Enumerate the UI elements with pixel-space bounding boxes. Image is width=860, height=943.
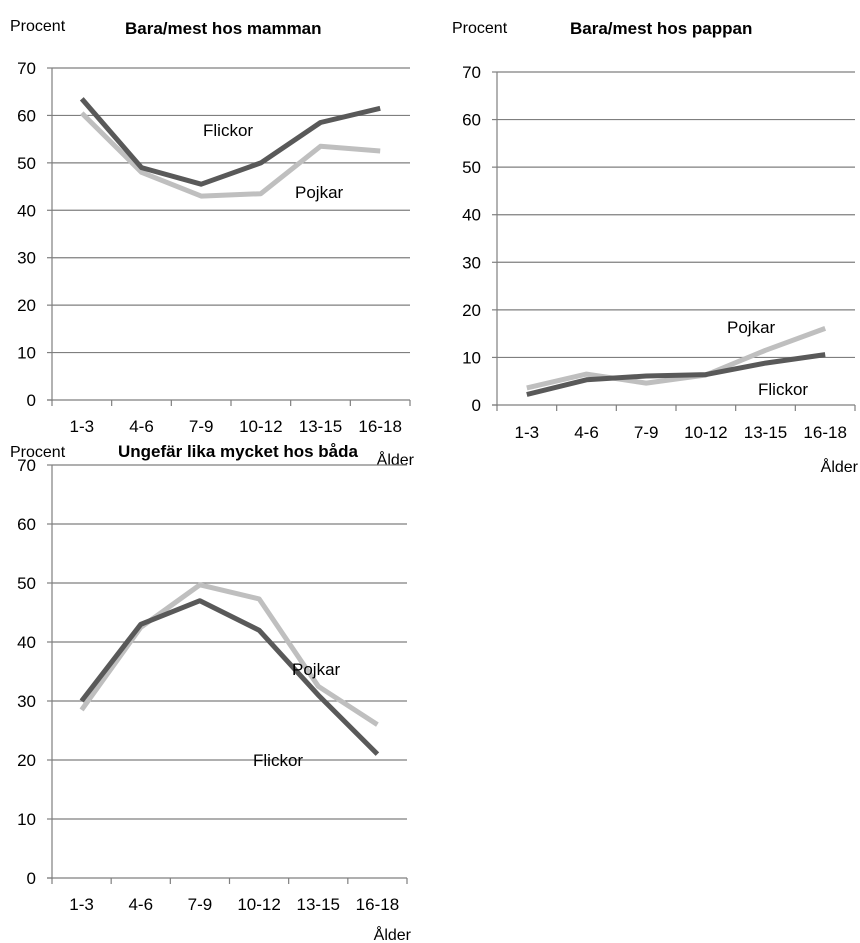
x-tick-label: 1-3 [70, 417, 95, 436]
series-label-flickor: Flickor [203, 121, 253, 140]
x-tick-label: 7-9 [188, 895, 213, 914]
chart-title-pappan: Bara/mest hos pappan [570, 19, 752, 38]
y-axis-label: Procent [10, 18, 66, 35]
y-tick-label: 70 [17, 59, 36, 78]
y-tick-label: 50 [462, 158, 481, 177]
y-tick-label: 10 [17, 810, 36, 829]
x-tick-label: 7-9 [634, 423, 659, 442]
y-axis-label: Procent [10, 444, 66, 461]
y-tick-label: 20 [462, 301, 481, 320]
y-tick-label: 0 [27, 391, 36, 410]
x-tick-label: 4-6 [129, 417, 154, 436]
y-tick-label: 30 [17, 249, 36, 268]
series-line-flickor [79, 97, 381, 187]
y-tick-label: 50 [17, 574, 36, 593]
x-axis-label: Ålder [821, 457, 859, 476]
series-line-pojkar [526, 326, 827, 391]
series-line-flickor [79, 598, 380, 756]
x-tick-label: 7-9 [189, 417, 214, 436]
series-label-flickor: Flickor [253, 751, 303, 770]
y-tick-label: 70 [17, 456, 36, 475]
y-tick-label: 0 [472, 396, 481, 415]
y-tick-label: 50 [17, 154, 36, 173]
y-tick-label: 60 [462, 111, 481, 130]
y-tick-label: 30 [17, 692, 36, 711]
chart-panel-pappan: 0 10 20 30 40 50 60 70 1-3 4-6 7-9 10-12 13-15 16-18 B… [452, 19, 859, 476]
y-tick-label: 20 [17, 751, 36, 770]
x-tick-label: 16-18 [358, 417, 401, 436]
x-tick-label: 1-3 [69, 895, 94, 914]
x-tick-label: 1-3 [515, 423, 540, 442]
x-axis-label: Ålder [377, 450, 415, 469]
x-tick-label: 4-6 [128, 895, 153, 914]
y-tick-label: 60 [17, 515, 36, 534]
series-line-pojkar [80, 111, 381, 199]
y-tick-label: 40 [17, 633, 36, 652]
x-tick-label: 4-6 [574, 423, 599, 442]
chart-title-bada: Ungefär lika mycket hos båda [118, 442, 359, 461]
y-tick-label: 40 [462, 206, 481, 225]
x-tick-label: 13-15 [299, 417, 342, 436]
y-tick-label: 70 [462, 63, 481, 82]
y-tick-label: 10 [462, 348, 481, 367]
chart-panel-mamman: 0 10 20 30 40 50 60 70 1-3 4-6 7-9 10-12 13-15 16-18 B… [10, 18, 415, 469]
chart-title-mamman: Bara/mest hos mamman [125, 19, 322, 38]
x-tick-label: 13-15 [744, 423, 787, 442]
series-label-pojkar: Pojkar [727, 318, 776, 337]
y-axis-label: Procent [452, 20, 508, 37]
x-tick-label: 13-15 [297, 895, 340, 914]
y-tick-label: 10 [17, 344, 36, 363]
x-tick-label: 10-12 [237, 895, 280, 914]
series-line-flickor [526, 352, 826, 397]
series-label-flickor: Flickor [758, 380, 808, 399]
x-tick-label: 10-12 [684, 423, 727, 442]
y-tick-label: 30 [462, 253, 481, 272]
series-label-pojkar: Pojkar [295, 183, 344, 202]
x-tick-label: 16-18 [803, 423, 846, 442]
x-tick-label: 10-12 [239, 417, 282, 436]
y-tick-label: 40 [17, 201, 36, 220]
series-line-pojkar [79, 582, 379, 727]
chart-panel-bada: 0 10 20 30 40 50 60 70 1-3 4-6 7-9 10-12 13-15 16-18 U… [10, 442, 412, 943]
y-tick-label: 20 [17, 296, 36, 315]
series-label-pojkar: Pojkar [292, 660, 341, 679]
y-tick-label: 60 [17, 106, 36, 125]
y-tick-label: 0 [27, 869, 36, 888]
x-axis-label: Ålder [374, 925, 412, 943]
x-tick-label: 16-18 [356, 895, 399, 914]
